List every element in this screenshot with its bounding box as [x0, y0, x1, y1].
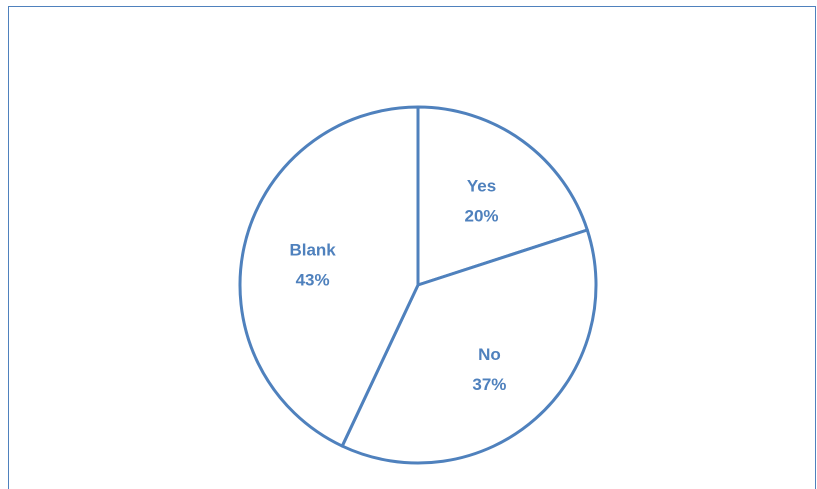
pie-slice-yes [416, 105, 589, 287]
slice-percent-yes: 20% [464, 207, 498, 226]
pie-slice-blank [238, 105, 420, 448]
slice-percent-no: 37% [472, 375, 506, 394]
slice-label-no: No [478, 345, 501, 364]
slice-label-blank: Blank [289, 240, 336, 259]
slice-label-yes: Yes [467, 177, 496, 196]
slice-percent-blank: 43% [296, 270, 330, 289]
pie-slice-no [340, 228, 598, 465]
